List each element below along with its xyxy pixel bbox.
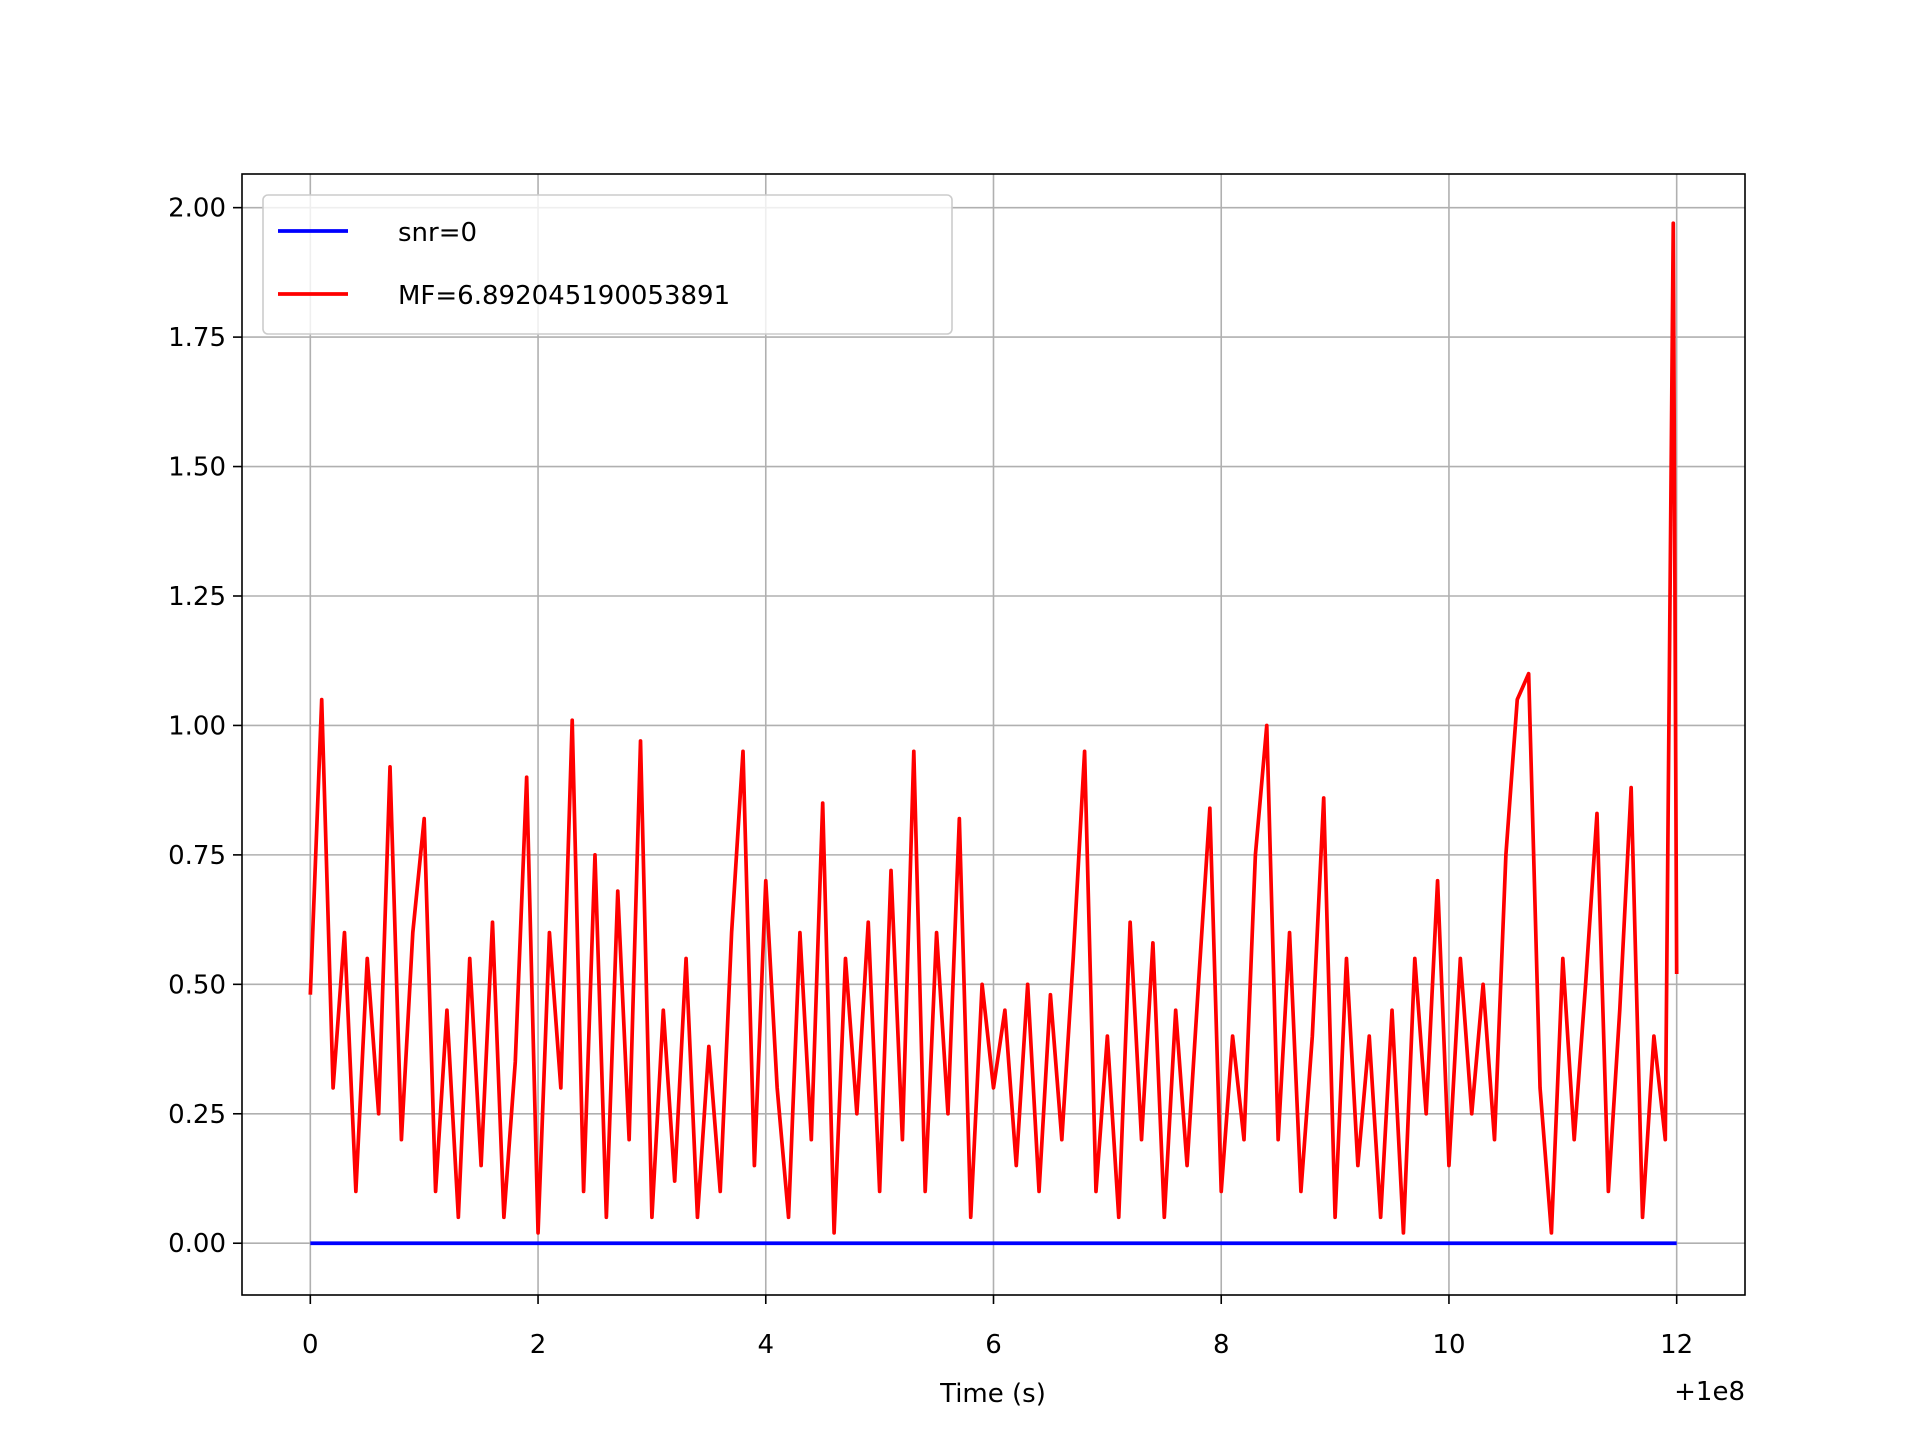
legend-label: snr=0 xyxy=(398,218,477,248)
y-tick-label: 0.75 xyxy=(168,841,226,871)
y-tick-label: 0.50 xyxy=(168,970,226,1000)
x-tick-label: 8 xyxy=(1213,1330,1230,1360)
y-tick-label: 0.25 xyxy=(168,1100,226,1130)
x-offset-label: +1e8 xyxy=(1674,1377,1745,1407)
plot-area xyxy=(308,221,1679,1246)
y-tick-label: 1.25 xyxy=(168,582,226,612)
line-series xyxy=(308,221,1679,1235)
axes: 0 2 4 6 8 10 12 0.00 0.25 0.50 0.75 1.00 1.25 1.50 1.7… xyxy=(168,194,1693,1360)
y-tick-label: 1.75 xyxy=(168,323,226,353)
legend-box xyxy=(262,194,953,335)
y-tick-label: 1.50 xyxy=(168,453,226,483)
y-tick-label: 2.00 xyxy=(168,194,226,224)
x-tick-label: 0 xyxy=(302,1330,319,1360)
x-tick-label: 6 xyxy=(985,1330,1002,1360)
x-tick-label: 10 xyxy=(1432,1330,1465,1360)
y-tick-label: 0.00 xyxy=(168,1229,226,1259)
y-tick-label: 1.00 xyxy=(168,711,226,741)
legend-label: MF=6.892045190053891 xyxy=(398,281,730,311)
x-axis-label: Time (s) xyxy=(939,1379,1046,1409)
legend: snr=0 MF=6.892045190053891 xyxy=(262,194,953,335)
x-tick-label: 12 xyxy=(1660,1330,1693,1360)
x-tick-label: 4 xyxy=(757,1330,774,1360)
x-tick-label: 2 xyxy=(530,1330,547,1360)
